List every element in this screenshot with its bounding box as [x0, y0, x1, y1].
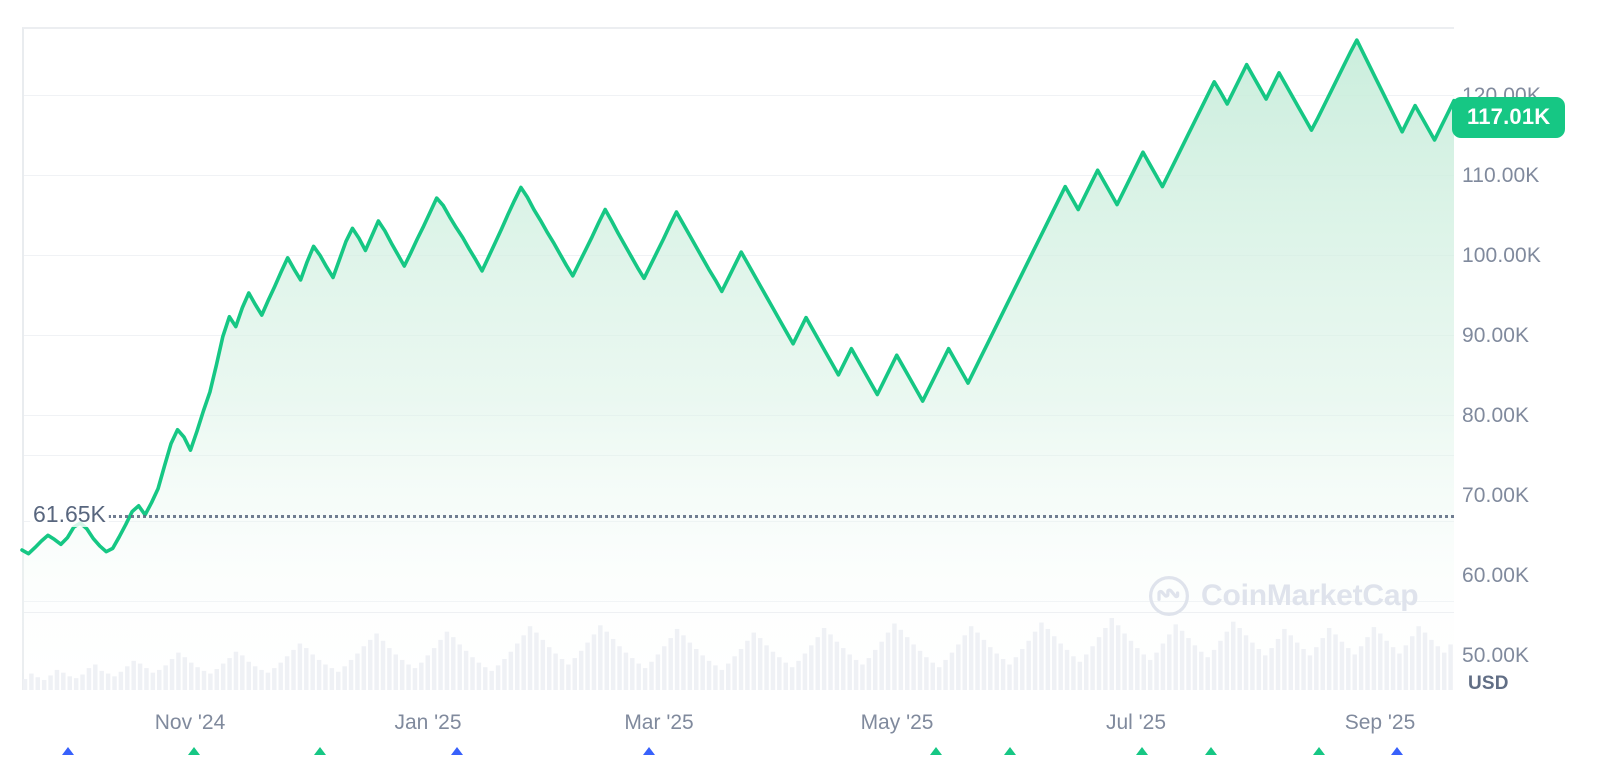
y-tick-50k: 50.00K — [1462, 644, 1530, 667]
event-marker-3[interactable] — [451, 747, 464, 755]
x-tick-jul-25: Jul '25 — [1105, 711, 1167, 734]
y-tick-60k: 60.00K — [1462, 564, 1530, 587]
y-axis-currency-label: USD — [1468, 673, 1509, 694]
volume-bars — [22, 618, 1453, 690]
event-marker-2[interactable] — [313, 747, 326, 755]
event-marker-1[interactable] — [187, 747, 200, 755]
x-tick-nov-24: Nov '24 — [154, 711, 226, 734]
event-marker-10[interactable] — [1390, 747, 1403, 755]
x-tick-mar-25: Mar '25 — [624, 711, 694, 734]
reference-price-label: 61.65K — [30, 501, 109, 528]
x-tick-sep-25: Sep '25 — [1344, 711, 1416, 734]
gridline-110k — [22, 175, 1454, 176]
event-marker-0[interactable] — [61, 747, 74, 755]
y-tick-110k: 110.00K — [1462, 164, 1540, 187]
plot-area-frame — [22, 27, 1454, 690]
event-marker-9[interactable] — [1313, 747, 1326, 755]
gridline-120k — [22, 95, 1454, 96]
event-marker-7[interactable] — [1135, 747, 1148, 755]
x-axis: Nov '24 Jan '25 Mar '25 May '25 Jul '25 … — [0, 690, 1609, 758]
price-line-series — [22, 27, 1454, 691]
event-marker-6[interactable] — [1004, 747, 1017, 755]
event-marker-5[interactable] — [929, 747, 942, 755]
y-tick-80k: 80.00K — [1462, 404, 1530, 427]
x-tick-may-25: May '25 — [860, 711, 934, 734]
event-marker-8[interactable] — [1204, 747, 1217, 755]
reference-price-line — [108, 515, 1454, 518]
y-tick-90k: 90.00K — [1462, 324, 1530, 347]
y-tick-100k: 100.00K — [1462, 244, 1541, 267]
current-price-badge[interactable]: 117.01K — [1452, 97, 1566, 138]
x-tick-jan-25: Jan '25 — [394, 711, 462, 734]
y-tick-70k: 70.00K — [1462, 484, 1530, 507]
event-marker-4[interactable] — [643, 747, 656, 755]
